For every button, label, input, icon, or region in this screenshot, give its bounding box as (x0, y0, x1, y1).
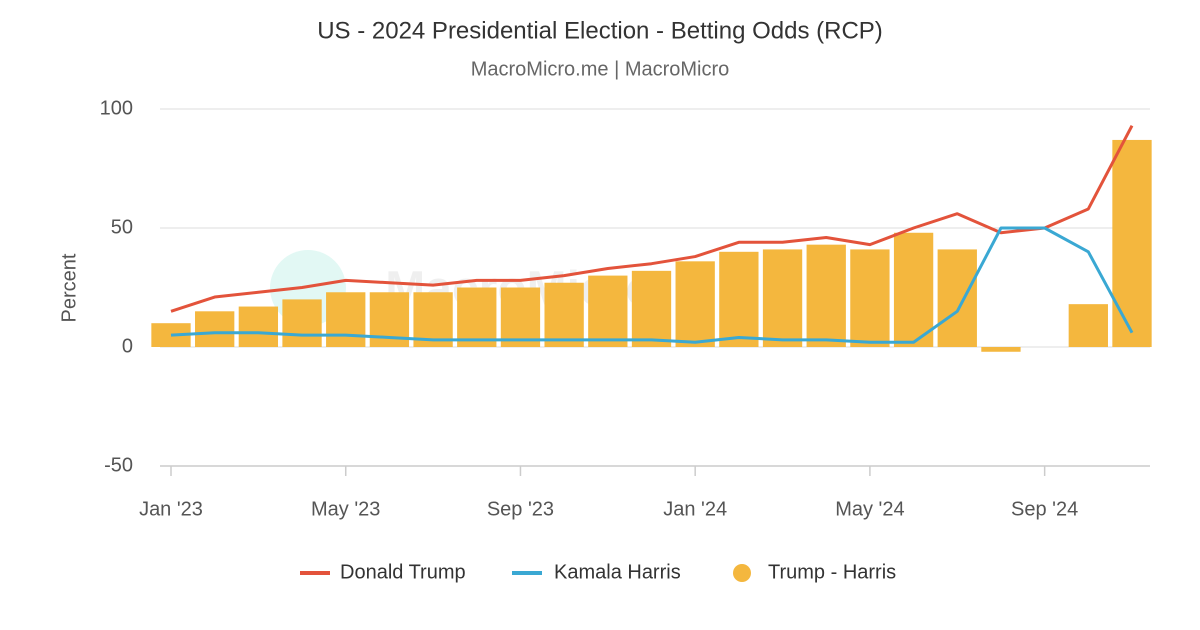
difference-bar (457, 287, 497, 347)
series-line (170, 124, 1134, 313)
x-tick-label: May '23 (311, 498, 380, 520)
difference-bar (282, 299, 322, 347)
legend-label: Kamala Harris (554, 561, 681, 583)
legend-symbol (733, 564, 751, 582)
difference-bar (500, 287, 541, 347)
difference-bar (719, 251, 759, 347)
x-tick-label: May '24 (835, 498, 904, 520)
difference-bar (195, 311, 235, 347)
y-tick-label: 100 (100, 97, 133, 119)
y-tick-label: 50 (111, 216, 133, 238)
difference-bar (544, 282, 584, 347)
difference-bar (937, 249, 977, 347)
chart-title: US - 2024 Presidential Election - Bettin… (317, 17, 883, 44)
difference-bar (326, 292, 366, 347)
difference-bar (806, 244, 846, 347)
difference-bar (631, 270, 672, 347)
difference-bar (1068, 304, 1108, 347)
x-tick-label: Sep '23 (487, 498, 554, 520)
chart-subtitle: MacroMicro.me | MacroMicro (471, 58, 730, 80)
x-tick-label: Jan '23 (139, 498, 203, 520)
series-line (170, 226, 1134, 344)
x-tick-label: Sep '24 (1011, 498, 1078, 520)
difference-bar (762, 249, 803, 347)
difference-bar (981, 347, 1021, 352)
difference-bar (850, 249, 890, 347)
difference-bar (893, 232, 934, 347)
y-axis-label: Percent (58, 253, 80, 322)
legend-label: Donald Trump (340, 561, 466, 583)
x-tick-label: Jan '24 (663, 498, 727, 520)
legend-label: Trump - Harris (768, 561, 896, 583)
difference-bar (238, 306, 279, 347)
difference-bar (675, 261, 715, 347)
y-tick-label: 0 (122, 335, 133, 357)
difference-bar (588, 275, 628, 347)
difference-bar (1112, 139, 1152, 347)
y-tick-label: -50 (104, 454, 133, 476)
